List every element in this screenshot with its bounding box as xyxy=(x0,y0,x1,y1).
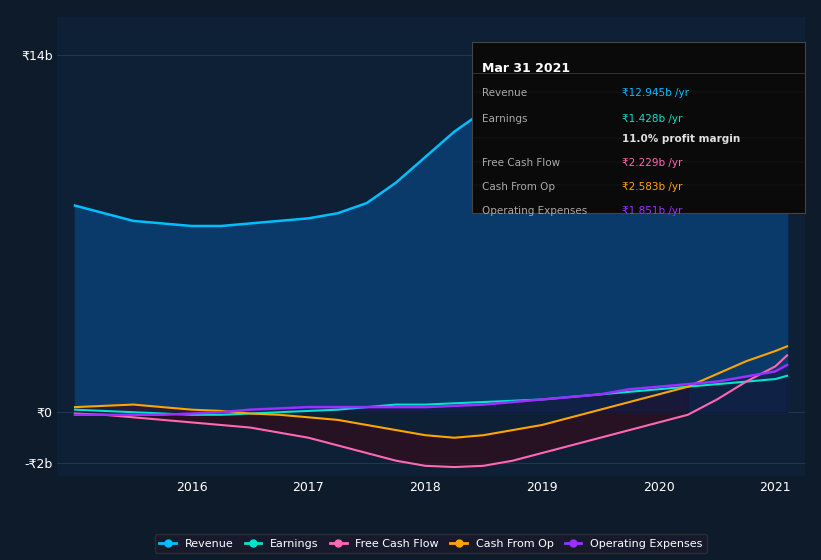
Text: ₹2.583b /yr: ₹2.583b /yr xyxy=(621,182,682,192)
Legend: Revenue, Earnings, Free Cash Flow, Cash From Op, Operating Expenses: Revenue, Earnings, Free Cash Flow, Cash … xyxy=(155,534,707,553)
Text: ₹1.428b /yr: ₹1.428b /yr xyxy=(621,114,682,124)
Text: Cash From Op: Cash From Op xyxy=(482,182,555,192)
Text: ₹12.945b /yr: ₹12.945b /yr xyxy=(621,88,689,98)
Text: Revenue: Revenue xyxy=(482,88,527,98)
Text: Free Cash Flow: Free Cash Flow xyxy=(482,158,560,168)
Text: ₹2.229b /yr: ₹2.229b /yr xyxy=(621,158,682,168)
Text: Mar 31 2021: Mar 31 2021 xyxy=(482,63,570,76)
Text: Operating Expenses: Operating Expenses xyxy=(482,206,587,216)
Text: 11.0% profit margin: 11.0% profit margin xyxy=(621,134,740,144)
Text: Earnings: Earnings xyxy=(482,114,528,124)
Text: ₹1.851b /yr: ₹1.851b /yr xyxy=(621,206,682,216)
